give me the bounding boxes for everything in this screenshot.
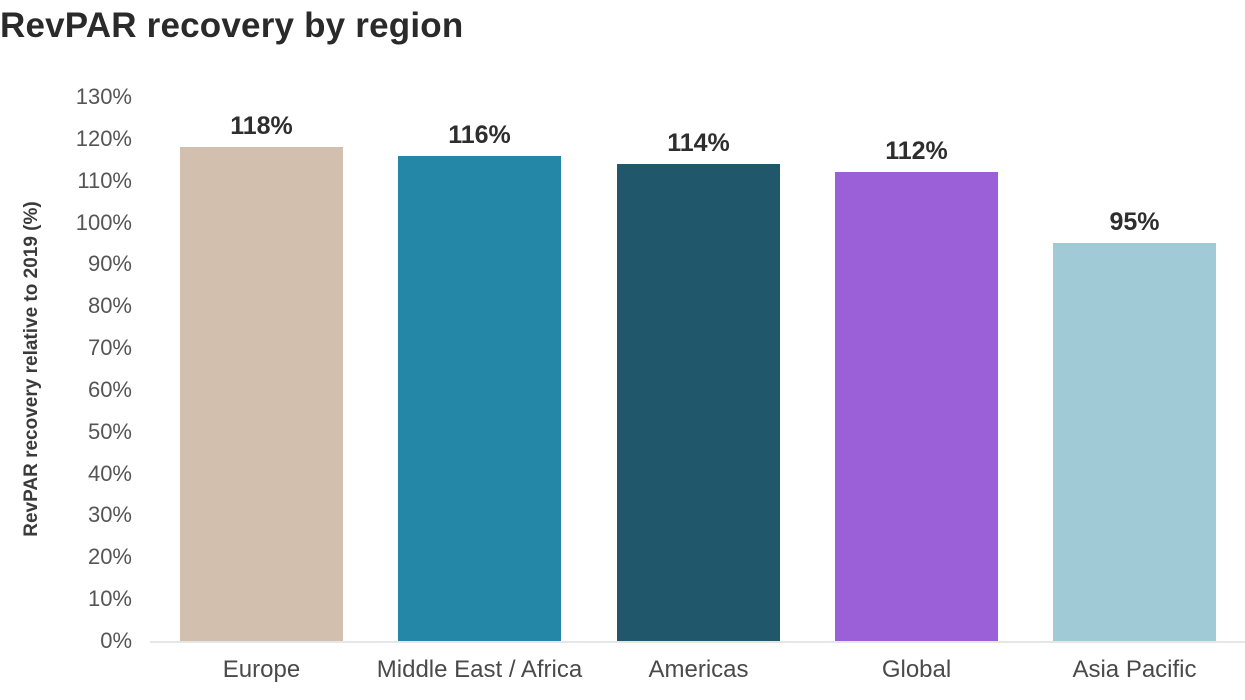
bar-americas <box>617 163 780 641</box>
y-tick-label: 20% <box>87 544 132 570</box>
y-tick-label: 50% <box>87 418 132 444</box>
y-tick-label: 10% <box>87 586 132 612</box>
x-category-label: Europe <box>222 656 301 683</box>
y-tick-label: 130% <box>75 84 132 109</box>
y-tick-label: 0% <box>100 628 132 653</box>
bar-value-label: 114% <box>667 128 730 157</box>
y-tick-label: 40% <box>87 460 132 486</box>
bar-global <box>835 172 998 641</box>
bar-asia-pacific <box>1053 243 1216 641</box>
y-tick-label: 30% <box>87 502 132 528</box>
y-tick-label: 80% <box>87 293 132 319</box>
y-tick-label: 60% <box>87 376 132 402</box>
bar-europe <box>180 147 343 641</box>
bar-middle-east-africa <box>398 155 561 641</box>
y-tick-label: 120% <box>75 125 132 151</box>
y-tick-label: 110% <box>77 167 132 193</box>
y-tick-label: 70% <box>87 335 132 361</box>
bar-value-label: 116% <box>448 120 511 149</box>
x-category-label: Americas <box>648 656 749 683</box>
bar-value-label: 118% <box>230 112 293 141</box>
x-category-label: Middle East / Africa <box>376 656 583 683</box>
y-tick-label: 100% <box>75 209 132 235</box>
bar-value-label: 112% <box>885 137 948 166</box>
x-axis-line <box>150 641 1245 643</box>
chart-title: RevPAR recovery by region <box>0 6 464 45</box>
x-category-label: Asia Pacific <box>1072 656 1197 683</box>
bar-value-label: 95% <box>1109 208 1160 237</box>
x-category-label: Global <box>881 656 952 683</box>
y-tick-label: 90% <box>87 251 132 277</box>
